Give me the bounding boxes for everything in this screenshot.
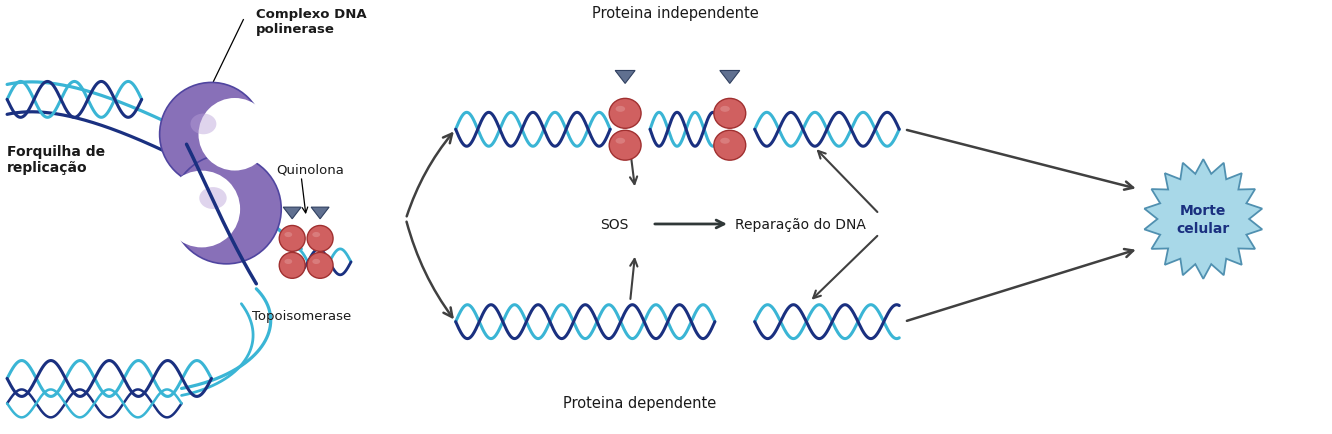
Circle shape bbox=[172, 155, 281, 264]
Ellipse shape bbox=[312, 259, 320, 264]
Text: Reparação do DNA: Reparação do DNA bbox=[735, 217, 866, 231]
Text: Morte
celular: Morte celular bbox=[1176, 203, 1229, 236]
Text: Complexo DNA
polinerase: Complexo DNA polinerase bbox=[256, 8, 366, 36]
Polygon shape bbox=[1144, 160, 1263, 279]
Ellipse shape bbox=[714, 99, 746, 129]
Polygon shape bbox=[719, 71, 739, 84]
Text: Forquilha de
replicação: Forquilha de replicação bbox=[7, 145, 105, 175]
Circle shape bbox=[198, 99, 272, 171]
Polygon shape bbox=[284, 207, 301, 219]
Ellipse shape bbox=[609, 131, 641, 161]
Text: Topoisomerase: Topoisomerase bbox=[252, 309, 350, 322]
Ellipse shape bbox=[285, 259, 292, 264]
Text: SOS: SOS bbox=[601, 217, 629, 231]
Ellipse shape bbox=[714, 131, 746, 161]
Text: Proteina independente: Proteina independente bbox=[591, 6, 758, 21]
Ellipse shape bbox=[308, 226, 333, 252]
Ellipse shape bbox=[615, 138, 625, 145]
Ellipse shape bbox=[190, 114, 216, 135]
Ellipse shape bbox=[312, 233, 320, 237]
Ellipse shape bbox=[615, 107, 625, 112]
Ellipse shape bbox=[721, 138, 730, 145]
Ellipse shape bbox=[721, 107, 730, 112]
Ellipse shape bbox=[285, 233, 292, 237]
Ellipse shape bbox=[280, 226, 305, 252]
Ellipse shape bbox=[609, 99, 641, 129]
Polygon shape bbox=[615, 71, 635, 84]
Text: Proteina dependente: Proteina dependente bbox=[563, 395, 717, 411]
Ellipse shape bbox=[280, 253, 305, 279]
Polygon shape bbox=[312, 207, 329, 219]
Circle shape bbox=[164, 171, 240, 248]
Text: Quinolona: Quinolona bbox=[276, 163, 344, 176]
Ellipse shape bbox=[200, 187, 226, 210]
Circle shape bbox=[160, 83, 264, 187]
Ellipse shape bbox=[308, 253, 333, 279]
